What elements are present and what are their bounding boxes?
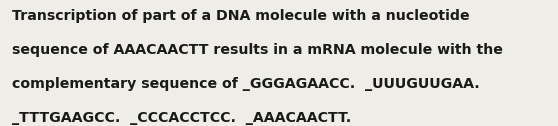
Text: complementary sequence of _GGGAGAACC.  _UUUGUUGAA.: complementary sequence of _GGGAGAACC. _U… [12, 77, 480, 91]
Text: Transcription of part of a DNA molecule with a nucleotide: Transcription of part of a DNA molecule … [12, 9, 470, 23]
Text: _TTTGAAGCC.  _CCCACCTCC.  _AAACAACTT.: _TTTGAAGCC. _CCCACCTCC. _AAACAACTT. [12, 111, 352, 125]
Text: sequence of AAACAACTT results in a mRNA molecule with the: sequence of AAACAACTT results in a mRNA … [12, 43, 503, 57]
